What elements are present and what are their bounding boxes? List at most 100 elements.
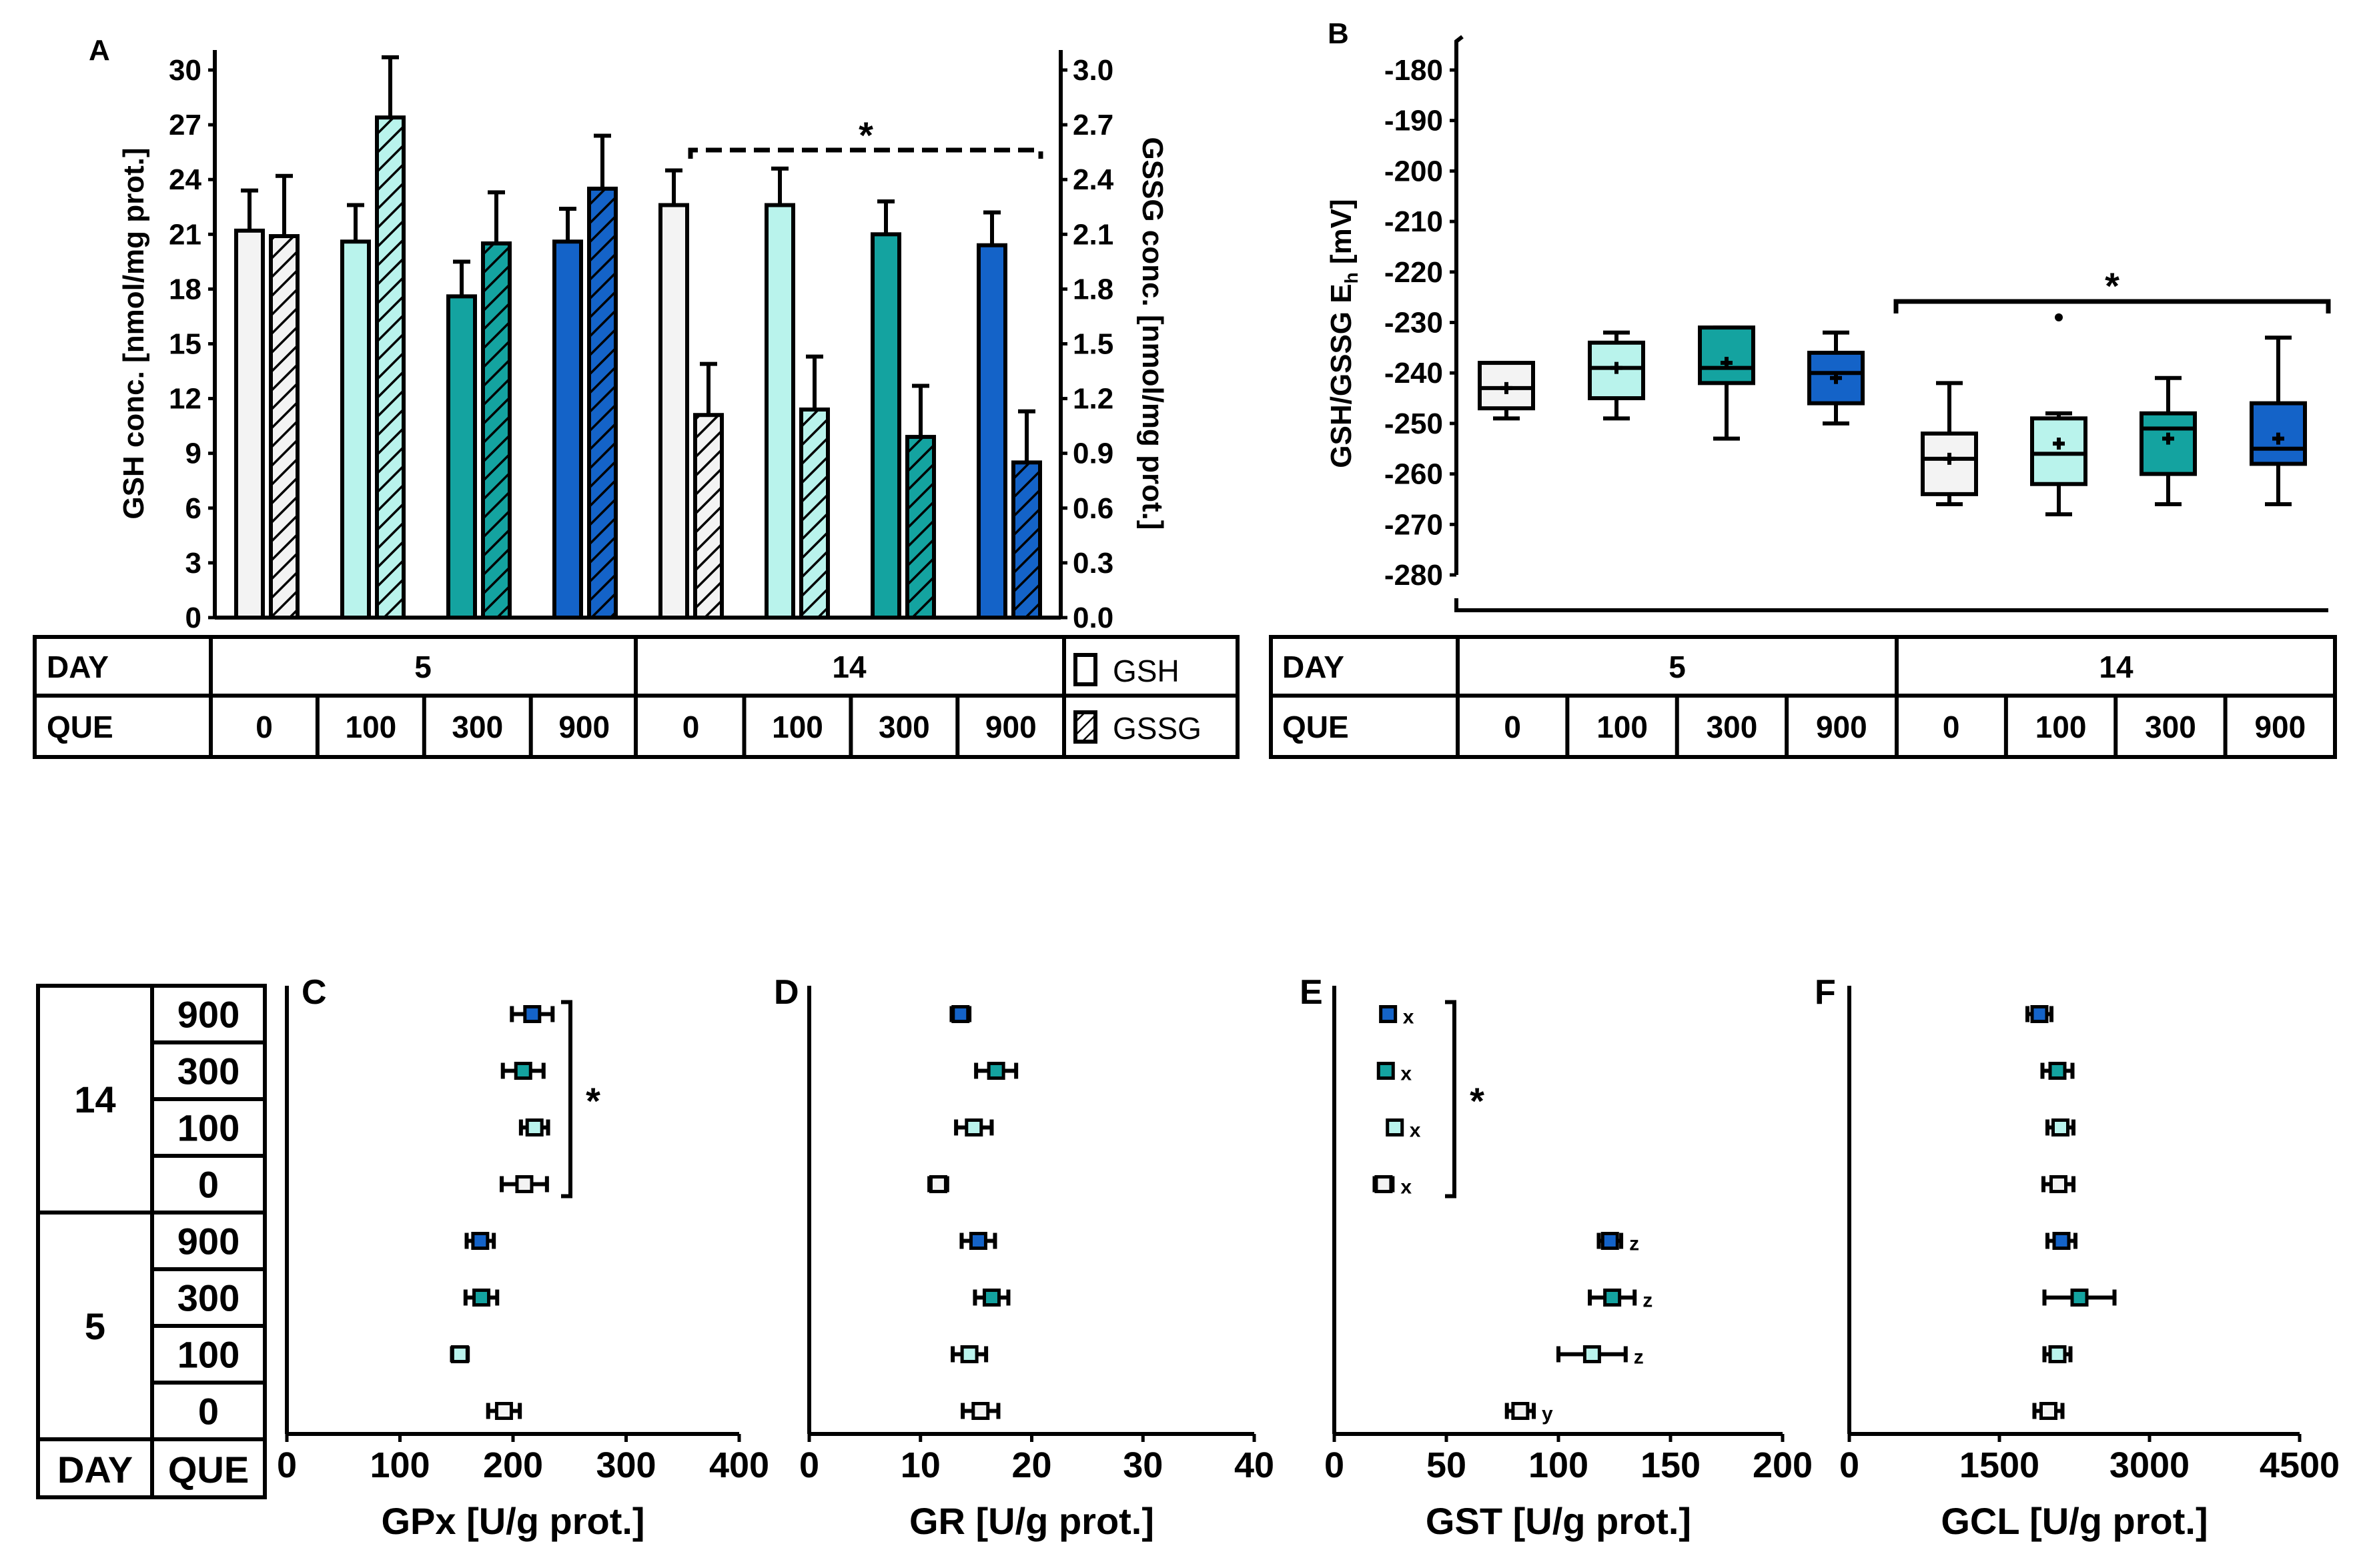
gsh-bar: [234, 228, 265, 620]
que-value: 900: [177, 1221, 240, 1263]
left-tick-label: 9: [185, 438, 201, 470]
day-value: 5: [1669, 650, 1686, 684]
gssg-bar: [799, 408, 830, 620]
significance-star: *: [859, 114, 873, 156]
x-axis-label: GR [U/g prot.]: [909, 1500, 1154, 1542]
data-point: [1379, 1005, 1398, 1023]
gssg-bar: [587, 186, 618, 620]
day-value: 14: [832, 650, 867, 684]
group-letter: z: [1642, 1290, 1652, 1312]
que-value: 100: [1596, 710, 1648, 744]
gsh-bar: [765, 203, 795, 620]
box: [1588, 340, 1645, 401]
panel-d: D 0 10 20 30 40 GR [U/g prot.]: [774, 973, 1274, 1542]
mean-marker: [1721, 357, 1733, 369]
mean-marker: [2162, 432, 2174, 445]
outlier-point: [2055, 313, 2063, 321]
que-value: 300: [1707, 710, 1758, 744]
que-value: 300: [879, 710, 930, 744]
que-value: 0: [1943, 710, 1960, 744]
data-point: [2039, 1402, 2057, 1420]
significance-bracket: [1445, 1000, 1456, 1199]
right-axis-ticks: 0.0 0.3 0.6 0.9 1.2 1.5 1.8 2.1 2.4 2.7 3.0: [1061, 54, 1114, 634]
left-tick-label: 3: [185, 547, 201, 580]
que-value: 100: [177, 1334, 240, 1376]
right-tick-label: 2.4: [1073, 163, 1114, 196]
data-point: [971, 1402, 990, 1420]
y-tick-label: -240: [1384, 357, 1443, 389]
que-header: QUE: [168, 1449, 249, 1491]
y-tick-label: -180: [1384, 54, 1443, 87]
day-header: DAY: [1282, 650, 1344, 684]
significance-star: *: [586, 1080, 600, 1122]
x-tick-label: 400: [709, 1445, 769, 1485]
x-tick-label: 150: [1640, 1445, 1701, 1485]
data-point: [515, 1175, 534, 1193]
x-tick-label: 200: [483, 1445, 543, 1485]
left-tick-label: 18: [169, 273, 201, 305]
data-point: [2052, 1232, 2071, 1250]
data-point: [951, 1005, 970, 1023]
data-point: [2051, 1118, 2069, 1136]
data-point: [965, 1118, 983, 1136]
left-tick-label: 27: [169, 109, 201, 141]
mean-marker: [1500, 381, 1512, 394]
significance-star: *: [1470, 1080, 1484, 1122]
panel-letter-c: C: [302, 973, 327, 1012]
que-value: 900: [177, 994, 240, 1036]
y-tick-label: -230: [1384, 307, 1443, 339]
day-header: DAY: [57, 1449, 133, 1491]
mean-marker: [1610, 361, 1622, 374]
gssg-bar: [375, 115, 406, 620]
panel-a-table: DAY QUE 5 14 0 100 300 900 0 100 300 900 GSH GSSG: [33, 635, 1240, 759]
left-tick-label: 30: [169, 54, 201, 87]
panel-e: E 0 50 100 150 200 GST [U/g prot.] x x x x z z z y *: [1300, 973, 1813, 1542]
group-letter: x: [1403, 1006, 1414, 1028]
data-point: [1600, 1232, 1619, 1250]
legend-label-gssg: GSSG: [1113, 711, 1202, 746]
data-point: [969, 1232, 987, 1250]
que-value: 0: [682, 710, 700, 744]
data-point: [2048, 1345, 2067, 1363]
data-point: [1511, 1402, 1530, 1420]
gssg-bar: [269, 234, 300, 620]
data-point: [525, 1118, 544, 1136]
significance-bracket: [561, 1000, 572, 1199]
x-tick-label: 0: [1839, 1445, 1859, 1485]
data-point: [987, 1062, 1005, 1080]
x-tick-label: 10: [901, 1445, 941, 1485]
day-value: 14: [2099, 650, 2134, 684]
day-header: DAY: [47, 650, 109, 684]
right-tick-label: 2.1: [1073, 218, 1113, 251]
panel-b-table: DAY QUE 5 14 0 100 300 900 0 100 300 900: [1269, 635, 2337, 759]
data-point: [929, 1175, 947, 1193]
legend-swatch-gssg: [1073, 710, 1097, 744]
x-axis-label: GST [U/g prot.]: [1426, 1500, 1691, 1542]
group-letter: y: [1542, 1403, 1553, 1425]
right-axis-label: GSSG conc. [nmol/mg prot.]: [1136, 137, 1169, 530]
left-tick-label: 6: [185, 492, 201, 525]
que-header: QUE: [47, 710, 113, 744]
que-value: 900: [2254, 710, 2306, 744]
panel-letter-f: F: [1815, 973, 1836, 1012]
right-tick-label: 0.9: [1073, 438, 1113, 470]
left-tick-label: 0: [185, 602, 201, 634]
group-letter: x: [1410, 1120, 1421, 1142]
y-tick-label: -260: [1384, 458, 1443, 491]
x-tick-label: 200: [1753, 1445, 1813, 1485]
que-value: 300: [2145, 710, 2196, 744]
que-value: 100: [346, 710, 397, 744]
legend-label-gsh: GSH: [1113, 654, 1179, 688]
que-value: 300: [452, 710, 503, 744]
data-point: [1376, 1062, 1395, 1080]
right-tick-label: 0.6: [1073, 492, 1113, 525]
gssg-bar: [481, 241, 512, 620]
y-tick-label: -190: [1384, 105, 1443, 137]
data-point: [1603, 1289, 1622, 1307]
right-tick-label: 3.0: [1073, 54, 1113, 87]
y-tick-label: -270: [1384, 508, 1443, 541]
que-value: 300: [177, 1050, 240, 1092]
right-tick-label: 1.8: [1073, 273, 1113, 305]
gsh-bar: [340, 239, 371, 620]
gssg-bar: [693, 413, 724, 620]
